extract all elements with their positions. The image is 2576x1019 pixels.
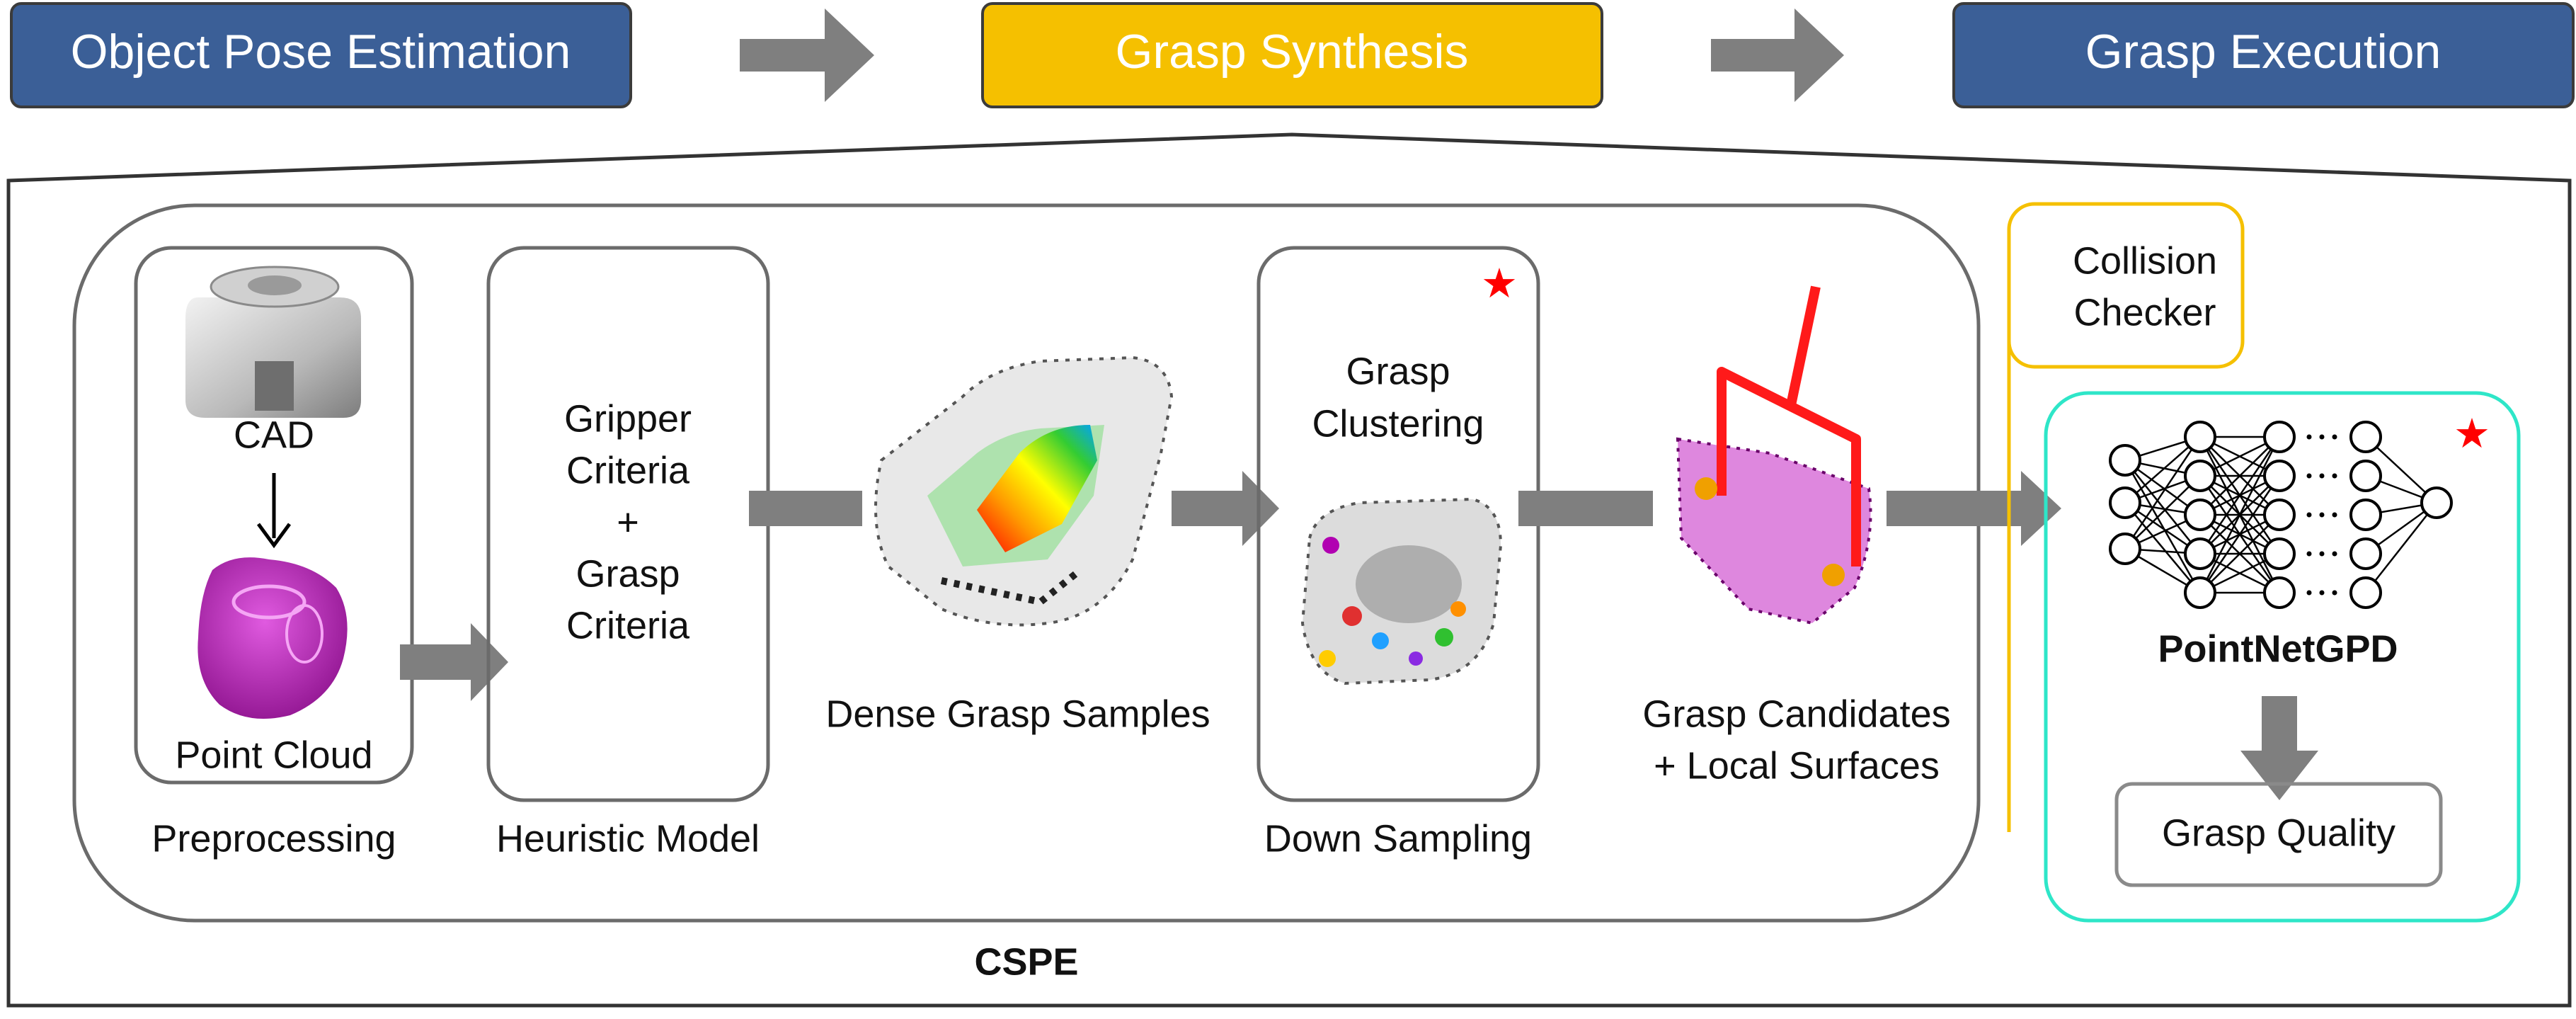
flow-arrow-icon xyxy=(1172,471,1279,546)
collision-checker-box xyxy=(2007,202,2245,369)
downsampling-line: Clustering xyxy=(1312,402,1484,445)
preprocessing-caption: Preprocessing xyxy=(151,817,396,860)
heuristic-caption: Heuristic Model xyxy=(496,817,760,860)
network-node xyxy=(2184,576,2216,609)
collision-checker-line: Checker xyxy=(2073,291,2216,334)
ellipsis-dot xyxy=(2319,551,2325,557)
ellipsis-dot xyxy=(2306,473,2312,479)
cspe-container xyxy=(72,203,1981,923)
ellipsis-dot xyxy=(2319,473,2325,479)
pointnetgpd-box xyxy=(2044,391,2521,923)
heuristic-line: Grasp xyxy=(576,552,680,595)
network-node xyxy=(2349,537,2382,570)
flow-arrow-icon xyxy=(1518,491,1653,526)
clustered-samples-image xyxy=(1300,497,1503,685)
ellipsis-dot xyxy=(2319,434,2325,440)
collision-checker-line: Collision xyxy=(2073,239,2217,282)
grasp-quality-box xyxy=(2114,782,2443,887)
ellipsis-dot xyxy=(2332,590,2337,596)
network-node xyxy=(2263,421,2296,453)
grasp-quality-label: Grasp Quality xyxy=(2162,812,2395,854)
network-edge xyxy=(2199,436,2280,516)
point-cloud-image xyxy=(198,557,348,719)
candidates-label: Grasp Candidates xyxy=(1642,693,1950,735)
network-edge xyxy=(2124,460,2202,593)
network-node xyxy=(2184,537,2216,570)
network-edge xyxy=(2365,502,2437,593)
network-node xyxy=(2109,533,2141,565)
ellipsis-dot xyxy=(2306,512,2312,518)
network-node xyxy=(2109,444,2141,477)
dense-grasp-samples-image xyxy=(874,355,1174,627)
ellipsis-dot xyxy=(2332,473,2337,479)
downsampling-line: Grasp xyxy=(1346,350,1450,392)
network-edge xyxy=(2199,436,2281,554)
network-node xyxy=(2184,421,2216,453)
ellipsis-dot xyxy=(2319,590,2325,596)
neural-network-icon xyxy=(2109,421,2453,609)
cad-model-image xyxy=(185,266,361,418)
stage-object-pose-estimation: Object Pose Estimation xyxy=(10,2,632,108)
candidates-label: + Local Surfaces xyxy=(1654,744,1940,787)
network-node xyxy=(2349,576,2382,609)
dense-samples-label: Dense Grasp Samples xyxy=(825,693,1210,735)
flow-arrow-icon xyxy=(749,491,862,526)
network-node xyxy=(2263,460,2296,492)
network-edge xyxy=(2124,436,2202,550)
downsampling-caption: Down Sampling xyxy=(1264,817,1532,860)
down-block-arrow-icon xyxy=(2240,696,2318,800)
pointnetgpd-title: PointNetGPD xyxy=(2158,627,2398,670)
ellipsis-dot xyxy=(2306,434,2312,440)
stage-grasp-execution: Grasp Execution xyxy=(1952,2,2575,108)
network-node xyxy=(2349,460,2382,492)
heuristic-line: Gripper xyxy=(564,397,692,440)
down-arrow-icon xyxy=(256,473,292,549)
stage-arrow-2 xyxy=(1711,8,1844,102)
flow-arrow-icon xyxy=(400,623,508,701)
preprocessing-box xyxy=(134,246,414,785)
ellipsis-dot xyxy=(2306,551,2312,557)
flow-arrow-icon xyxy=(1887,471,2061,546)
network-node xyxy=(2420,486,2453,519)
network-node xyxy=(2109,486,2141,519)
ellipsis-dot xyxy=(2319,512,2325,518)
network-edge xyxy=(2124,460,2201,554)
stage-grasp-synthesis: Grasp Synthesis xyxy=(981,2,1603,108)
cad-label: CAD xyxy=(234,414,314,456)
network-node xyxy=(2184,460,2216,492)
stage-label: Object Pose Estimation xyxy=(71,25,571,79)
heuristic-line: + xyxy=(617,501,639,543)
network-edge xyxy=(2199,514,2280,593)
ellipsis-dot xyxy=(2332,434,2337,440)
stage-arrow-1 xyxy=(740,8,874,102)
network-edge xyxy=(2124,475,2201,550)
network-edge xyxy=(2199,475,2281,593)
network-node xyxy=(2263,576,2296,609)
red-star-icon: ★ xyxy=(2454,409,2490,457)
heuristic-line: Criteria xyxy=(566,449,690,491)
stage-label: Grasp Execution xyxy=(2085,25,2442,79)
red-star-icon: ★ xyxy=(1481,259,1518,307)
synthesis-callout-frame xyxy=(6,132,2572,1008)
network-node xyxy=(2263,499,2296,531)
network-edge xyxy=(2199,436,2281,593)
point-cloud-label: Point Cloud xyxy=(175,734,372,776)
network-node xyxy=(2349,499,2382,531)
grasp-candidate-image xyxy=(1676,285,1872,625)
network-node xyxy=(2184,499,2216,531)
network-edge xyxy=(2124,502,2201,593)
cspe-title: CSPE xyxy=(974,940,1078,983)
heuristic-line: Criteria xyxy=(566,604,690,647)
network-node xyxy=(2349,421,2382,453)
stage-label: Grasp Synthesis xyxy=(1116,25,1469,79)
network-node xyxy=(2263,537,2296,570)
ellipsis-dot xyxy=(2332,551,2337,557)
ellipsis-dot xyxy=(2332,512,2337,518)
ellipsis-dot xyxy=(2306,590,2312,596)
network-edge xyxy=(2124,436,2201,503)
